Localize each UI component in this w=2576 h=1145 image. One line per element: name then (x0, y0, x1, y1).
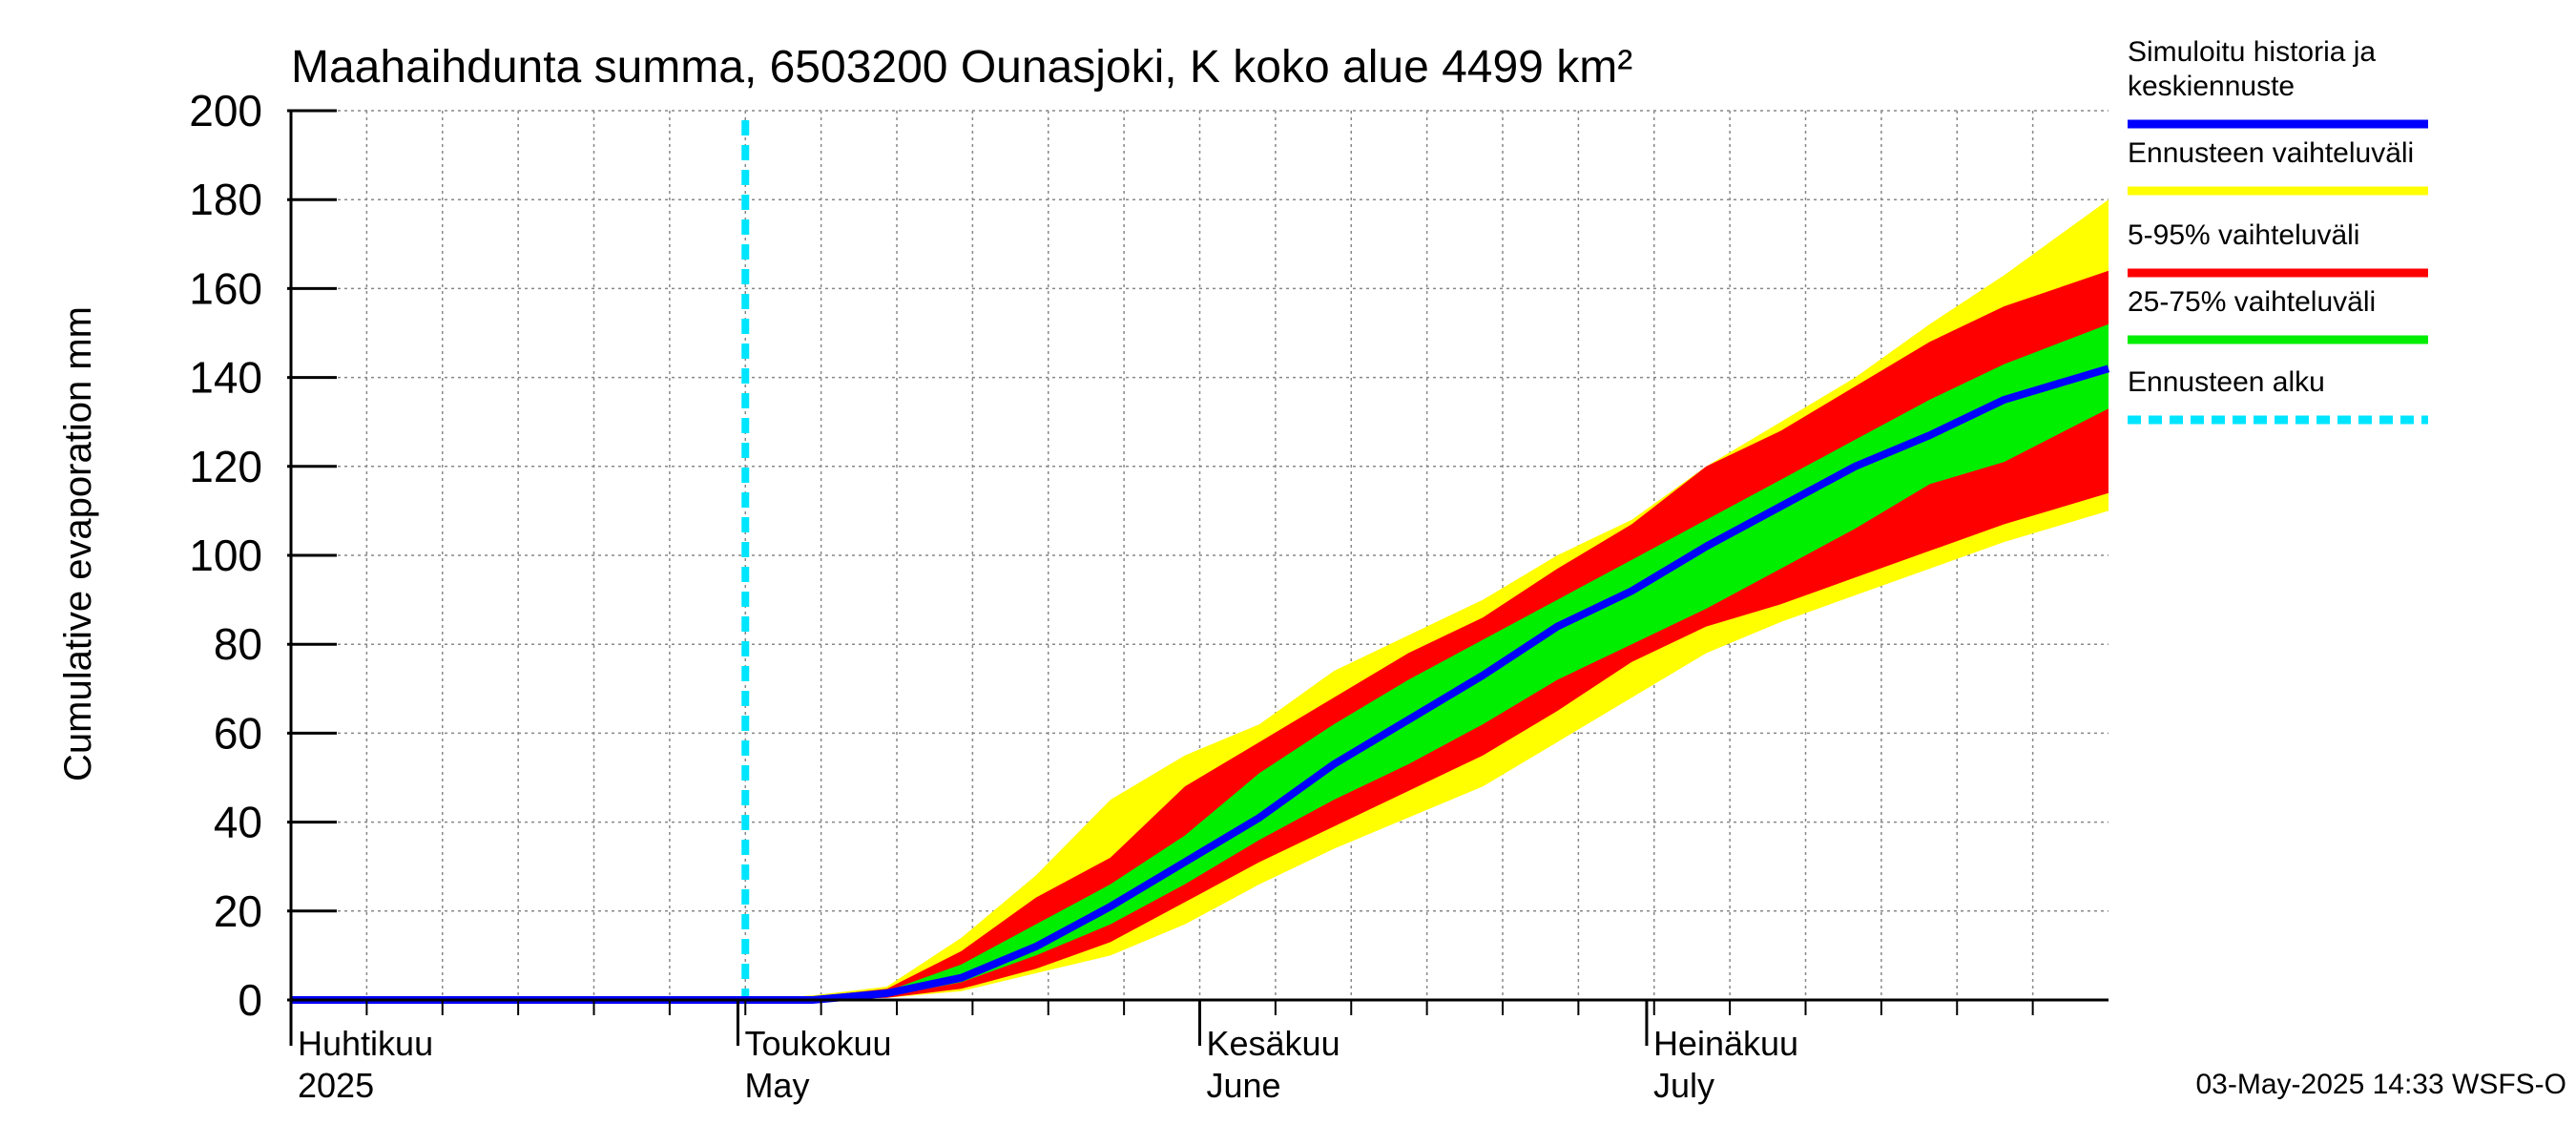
x-month-sublabel: July (1653, 1066, 1714, 1105)
x-month-sublabel: May (744, 1066, 809, 1105)
y-axis-label: Cumulative evaporation mm (57, 306, 99, 781)
legend-label: 5-95% vaihteluväli (2128, 219, 2359, 251)
legend-label: Simuloitu historia ja (2128, 36, 2376, 68)
grid (291, 110, 2109, 1000)
legend-label: Ennusteen alku (2128, 366, 2325, 398)
x-month-label: Huhtikuu (298, 1024, 433, 1063)
y-tick-label: 0 (238, 975, 262, 1025)
y-tick-label: 60 (214, 708, 262, 758)
series-lines (291, 120, 2110, 1004)
y-tick-label: 100 (189, 531, 262, 580)
legend-label: keskiennuste (2128, 71, 2295, 102)
y-tick-label: 40 (214, 798, 262, 847)
legend-label: 25-75% vaihteluväli (2128, 286, 2376, 318)
y-tick-label: 180 (189, 175, 262, 224)
y-tick-label: 140 (189, 353, 262, 403)
x-month-sublabel: June (1207, 1066, 1281, 1105)
x-month-sublabel: 2025 (298, 1066, 374, 1105)
y-tick-label: 80 (214, 619, 262, 669)
band-25-75-vaihteluv-li (291, 323, 2109, 1000)
legend-label: Ennusteen vaihteluväli (2128, 137, 2414, 169)
x-month-label: Kesäkuu (1207, 1024, 1340, 1063)
chart-title: Maahaihdunta summa, 6503200 Ounasjoki, K… (291, 42, 1632, 93)
x-month-label: Toukokuu (744, 1024, 891, 1063)
series-line-median (291, 364, 2110, 1004)
y-tick-label: 20 (214, 886, 262, 936)
timestamp: 03-May-2025 14:33 WSFS-O (2196, 1069, 2567, 1100)
y-tick-label: 160 (189, 263, 262, 313)
y-tick-label: 120 (189, 442, 262, 491)
y-tick-label: 200 (189, 86, 262, 135)
x-month-label: Heinäkuu (1653, 1024, 1798, 1063)
